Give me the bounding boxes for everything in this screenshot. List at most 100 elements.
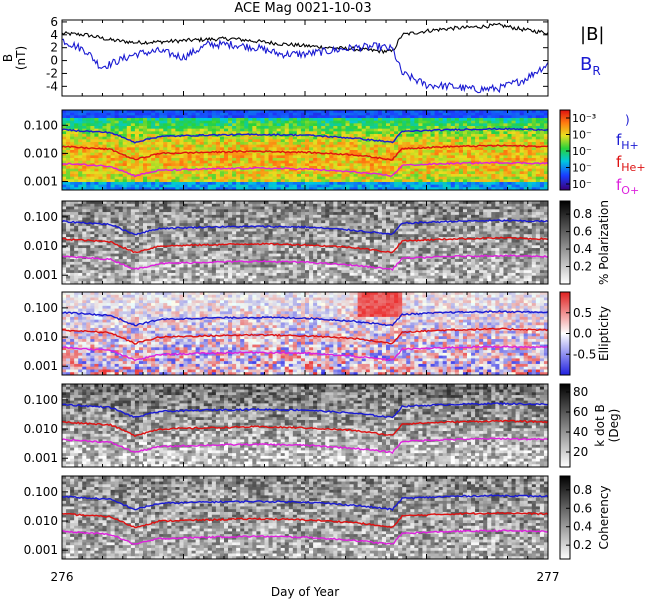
heatmap-cell	[269, 153, 273, 156]
heatmap-cell	[220, 273, 224, 276]
heatmap-cell	[167, 209, 171, 212]
heatmap-cell	[528, 153, 532, 156]
heatmap-cell	[524, 137, 528, 140]
heatmap-cell	[196, 185, 200, 188]
heatmap-cell	[70, 121, 74, 124]
heatmap-cell	[321, 113, 325, 116]
heatmap-cell	[167, 218, 171, 221]
heatmap-cell	[86, 278, 90, 281]
heatmap-cell	[204, 256, 208, 259]
heatmap-cell	[354, 123, 358, 126]
heatmap-cell	[179, 177, 183, 180]
heatmap-cell	[196, 240, 200, 243]
heatmap-cell	[66, 150, 70, 153]
heatmap-cell	[151, 270, 155, 273]
legend-subscript-1: R	[592, 64, 600, 78]
heatmap-cell	[86, 218, 90, 221]
heatmap-cell	[386, 171, 390, 174]
heatmap-cell	[200, 182, 204, 185]
heatmap-cell	[297, 142, 301, 145]
heatmap-cell	[317, 137, 321, 140]
heatmap-cell	[512, 121, 516, 124]
heatmap-cell	[495, 123, 499, 126]
heatmap-cell	[192, 171, 196, 174]
heatmap-cell	[159, 240, 163, 243]
heatmap-cell	[151, 121, 155, 124]
heatmap-cell	[70, 142, 74, 145]
heatmap-cell	[151, 139, 155, 142]
heatmap-cell	[358, 134, 362, 137]
heatmap-cell	[536, 113, 540, 116]
heatmap-cell	[184, 179, 188, 182]
heatmap-cell	[188, 234, 192, 237]
heatmap-cell	[362, 118, 366, 121]
heatmap-cell	[467, 142, 471, 145]
heatmap-cell	[269, 161, 273, 164]
heatmap-cell	[220, 265, 224, 268]
heatmap-cell	[127, 121, 131, 124]
heatmap-cell	[216, 207, 220, 210]
heatmap-cell	[147, 163, 151, 166]
heatmap-cell	[135, 131, 139, 134]
heatmap-cell	[317, 118, 321, 121]
heatmap-cell	[483, 169, 487, 172]
heatmap-cell	[435, 137, 439, 140]
heatmap-cell	[196, 254, 200, 257]
heatmap-cell	[179, 248, 183, 251]
heatmap-cell	[224, 118, 228, 121]
heatmap-cell	[447, 121, 451, 124]
heatmap-cell	[208, 158, 212, 161]
heatmap-cell	[479, 166, 483, 169]
heatmap-cell	[350, 158, 354, 161]
heatmap-cell	[107, 142, 111, 145]
heatmap-cell	[98, 121, 102, 124]
heatmap-cell	[220, 270, 224, 273]
heatmap-cell	[536, 126, 540, 129]
heatmap-cell	[427, 123, 431, 126]
heatmap-cell	[82, 174, 86, 177]
heatmap-cell	[236, 126, 240, 129]
heatmap-cell	[171, 276, 175, 279]
heatmap-cell	[212, 129, 216, 132]
heatmap-cell	[463, 166, 467, 169]
heatmap-cell	[256, 118, 260, 121]
heatmap-cell	[78, 123, 82, 126]
heatmap-cell	[471, 171, 475, 174]
heatmap-cell	[200, 174, 204, 177]
heatmap-cell	[337, 163, 341, 166]
heatmap-cell	[171, 158, 175, 161]
heatmap-cell	[196, 278, 200, 281]
heatmap-cell	[374, 147, 378, 150]
heatmap-cell	[536, 123, 540, 126]
heatmap-cell	[317, 155, 321, 158]
heatmap-cell	[435, 134, 439, 137]
heatmap-cell	[479, 174, 483, 177]
heatmap-cell	[196, 145, 200, 148]
heatmap-cell	[171, 171, 175, 174]
heatmap-cell	[200, 248, 204, 251]
heatmap-cell	[341, 118, 345, 121]
heatmap-cell	[358, 169, 362, 172]
heatmap-cell	[394, 166, 398, 169]
heatmap-cell	[200, 126, 204, 129]
heatmap-cell	[240, 147, 244, 150]
heatmap-cell	[386, 121, 390, 124]
heatmap-cell	[337, 123, 341, 126]
heatmap-cell	[155, 166, 159, 169]
heatmap-cell	[499, 177, 503, 180]
heatmap-cell	[248, 163, 252, 166]
heatmap-cell	[98, 182, 102, 185]
heatmap-cell	[151, 185, 155, 188]
heatmap-cell	[374, 129, 378, 132]
heatmap-cell	[285, 115, 289, 118]
heatmap-cell	[455, 131, 459, 134]
heatmap-cell	[167, 171, 171, 174]
heatmap-cell	[139, 147, 143, 150]
heatmap-cell	[131, 220, 135, 223]
heatmap-cell	[103, 278, 107, 281]
heatmap-cell	[224, 267, 228, 270]
heatmap-cell	[402, 113, 406, 116]
heatmap-cell	[244, 155, 248, 158]
heatmap-cell	[499, 147, 503, 150]
heatmap-cell	[82, 123, 86, 126]
